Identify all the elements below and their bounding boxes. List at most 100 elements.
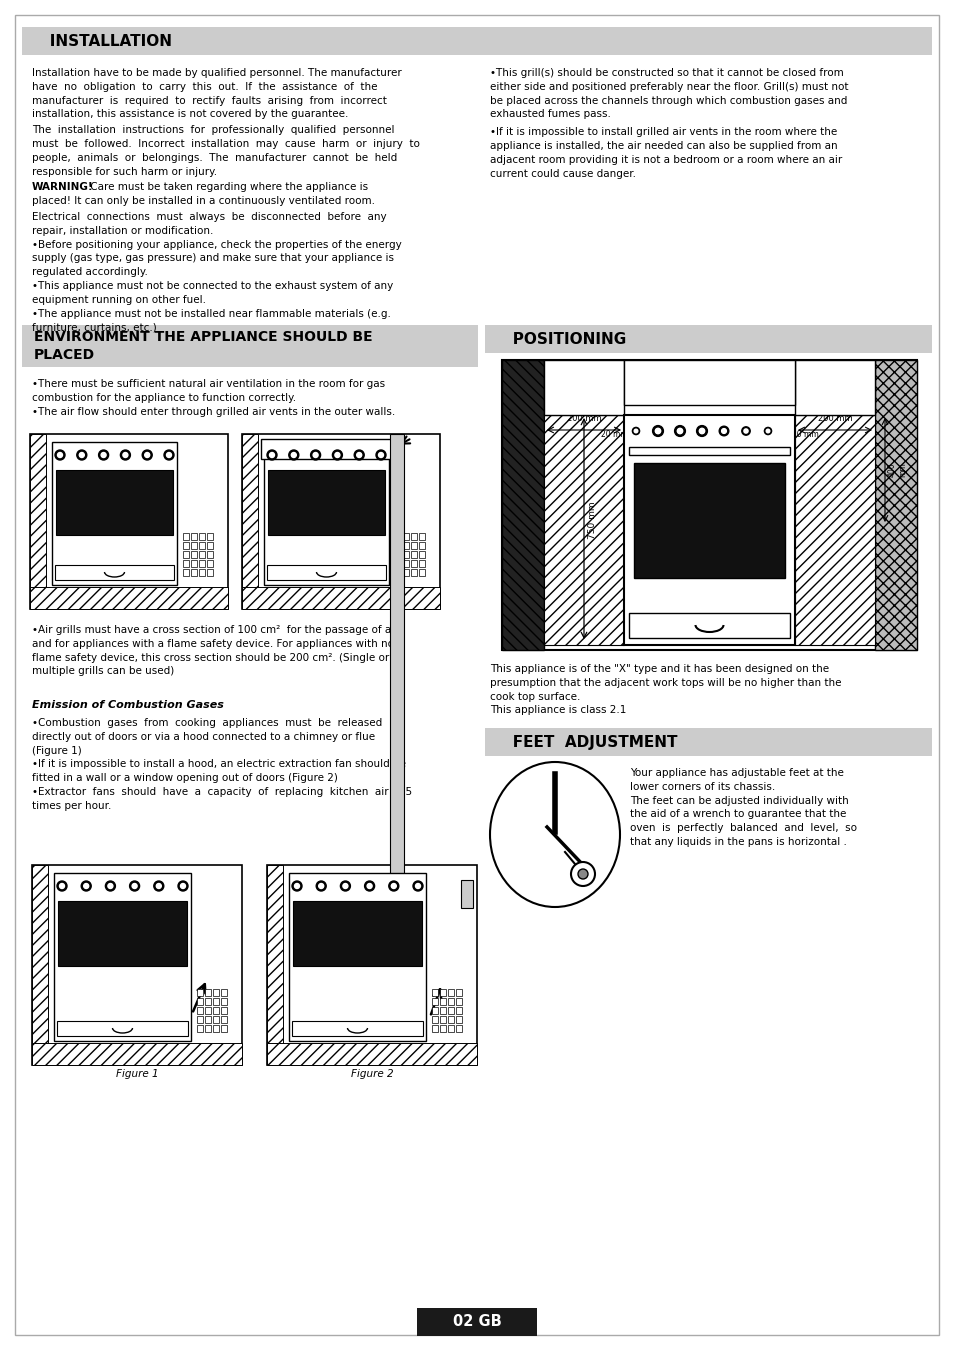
Bar — [199, 551, 205, 558]
Circle shape — [634, 429, 638, 433]
Text: Care must be taken regarding where the appliance is: Care must be taken regarding where the a… — [87, 182, 368, 193]
Text: regulated accordingly.: regulated accordingly. — [32, 267, 148, 277]
Circle shape — [180, 883, 185, 888]
Bar — [390, 433, 403, 892]
Bar — [205, 990, 211, 996]
Bar — [501, 360, 916, 649]
Text: 20 mm: 20 mm — [791, 431, 818, 439]
Text: •Extractor  fans  should  have  a  capacity  of  replacing  kitchen  air  3-5: •Extractor fans should have a capacity o… — [32, 787, 412, 796]
Bar — [432, 998, 437, 1004]
Text: oven  is  perfectly  balanced  and  level,  so: oven is perfectly balanced and level, so — [629, 824, 856, 833]
Text: 20 mm: 20 mm — [600, 431, 627, 439]
Bar — [213, 1017, 219, 1023]
Circle shape — [391, 883, 395, 888]
Bar — [221, 1017, 227, 1023]
Bar — [199, 541, 205, 549]
Bar — [196, 1025, 203, 1031]
Circle shape — [332, 450, 342, 460]
Bar — [456, 1017, 461, 1023]
Text: the aid of a wrench to guarantee that the: the aid of a wrench to guarantee that th… — [629, 810, 845, 819]
Bar — [484, 325, 931, 352]
Bar — [456, 998, 461, 1004]
Bar — [207, 551, 213, 558]
Bar — [196, 1007, 203, 1014]
Circle shape — [105, 882, 115, 891]
Text: •This appliance must not be connected to the exhaust system of any: •This appliance must not be connected to… — [32, 281, 393, 292]
Text: appliance is installed, the air needed can also be supplied from an: appliance is installed, the air needed c… — [490, 140, 837, 151]
Text: Electrical  connections  must  always  be  disconnected  before  any: Electrical connections must always be di… — [32, 212, 386, 221]
Text: (Figure 1): (Figure 1) — [32, 745, 82, 756]
Bar — [501, 360, 543, 649]
Text: cook top surface.: cook top surface. — [490, 691, 579, 702]
Text: placed! It can only be installed in a continuously ventilated room.: placed! It can only be installed in a co… — [32, 196, 375, 207]
Bar — [199, 568, 205, 576]
Circle shape — [130, 882, 139, 891]
Bar — [221, 1025, 227, 1031]
Bar — [196, 998, 203, 1004]
Bar — [418, 560, 424, 567]
Bar — [267, 1044, 476, 1065]
Bar — [432, 990, 437, 996]
Text: FEET  ADJUSTMENT: FEET ADJUSTMENT — [497, 734, 677, 749]
Circle shape — [743, 429, 747, 433]
Circle shape — [153, 882, 164, 891]
Text: Figure 1: Figure 1 — [115, 1069, 158, 1079]
Circle shape — [356, 452, 361, 458]
Circle shape — [311, 450, 320, 460]
Text: •If it is impossible to install a hood, an electric extraction fan should be: •If it is impossible to install a hood, … — [32, 760, 406, 770]
Bar — [213, 998, 219, 1004]
Circle shape — [108, 883, 112, 888]
Text: fitted in a wall or a window opening out of doors (Figure 2): fitted in a wall or a window opening out… — [32, 774, 337, 783]
Bar — [411, 568, 416, 576]
Text: •There must be sufficient natural air ventilation in the room for gas: •There must be sufficient natural air ve… — [32, 379, 385, 389]
Bar — [418, 551, 424, 558]
Circle shape — [57, 452, 63, 458]
Bar — [183, 568, 189, 576]
Text: 750 mm: 750 mm — [587, 501, 597, 539]
Circle shape — [178, 882, 188, 891]
Bar — [634, 463, 784, 578]
Circle shape — [57, 882, 67, 891]
Text: must  be  followed.  Incorrect  installation  may  cause  harm  or  injury  to: must be followed. Incorrect installation… — [32, 139, 419, 148]
Bar — [242, 433, 439, 609]
Bar — [418, 541, 424, 549]
Bar — [30, 433, 228, 609]
Bar — [205, 998, 211, 1004]
Text: •Combustion  gases  from  cooking  appliances  must  be  released: •Combustion gases from cooking appliance… — [32, 718, 382, 728]
Bar — [289, 873, 426, 1041]
Bar — [221, 1007, 227, 1014]
Text: POSITIONING: POSITIONING — [497, 332, 625, 347]
Bar — [395, 533, 400, 540]
Circle shape — [741, 427, 749, 435]
Bar — [261, 439, 392, 459]
Bar — [57, 1021, 188, 1035]
Circle shape — [655, 428, 660, 433]
Text: exhausted fumes pass.: exhausted fumes pass. — [490, 109, 610, 119]
Circle shape — [315, 882, 326, 891]
Text: be placed across the channels through which combustion gases and: be placed across the channels through wh… — [490, 96, 846, 105]
Circle shape — [84, 883, 89, 888]
Text: directly out of doors or via a hood connected to a chimney or flue: directly out of doors or via a hood conn… — [32, 732, 375, 741]
Text: INSTALLATION: INSTALLATION — [34, 34, 172, 49]
Bar — [183, 541, 189, 549]
Bar — [402, 551, 409, 558]
Text: supply (gas type, gas pressure) and make sure that your appliance is: supply (gas type, gas pressure) and make… — [32, 254, 394, 263]
Text: The  installation  instructions  for  professionally  qualified  personnel: The installation instructions for profes… — [32, 126, 395, 135]
Bar — [54, 873, 191, 1041]
Circle shape — [719, 427, 728, 436]
Bar — [395, 568, 400, 576]
Bar — [22, 27, 931, 55]
Bar — [183, 551, 189, 558]
Circle shape — [292, 882, 302, 891]
Bar — [395, 541, 400, 549]
Text: flame safety device, this cross section should be 200 cm². (Single or: flame safety device, this cross section … — [32, 652, 389, 663]
Text: Emission of Combustion Gases: Emission of Combustion Gases — [32, 701, 224, 710]
Text: 200 mm: 200 mm — [817, 414, 851, 423]
Bar — [456, 1007, 461, 1014]
Text: have  no  obligation  to  carry  this  out.  If  the  assistance  of  the: have no obligation to carry this out. If… — [32, 82, 377, 92]
Text: multiple grills can be used): multiple grills can be used) — [32, 667, 174, 676]
Circle shape — [167, 452, 172, 458]
Text: •The appliance must not be installed near flammable materials (e.g.: •The appliance must not be installed nea… — [32, 309, 391, 319]
Text: This appliance is class 2.1: This appliance is class 2.1 — [490, 706, 626, 716]
Bar — [292, 1021, 422, 1035]
